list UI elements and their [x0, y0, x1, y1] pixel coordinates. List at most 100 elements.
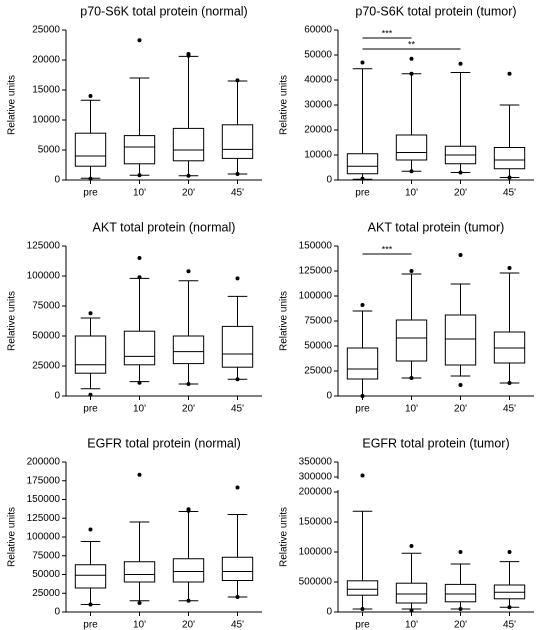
- box: [346, 580, 379, 596]
- x-tick-label: 20': [182, 620, 195, 630]
- outlier: [235, 595, 240, 599]
- outlier: [507, 605, 512, 610]
- outlier: [137, 380, 142, 385]
- y-tick-label: 75000: [32, 301, 60, 312]
- y-axis-label: Relative units: [279, 75, 290, 135]
- y-tick-label: 20000: [32, 55, 60, 66]
- outlier: [137, 173, 142, 178]
- x-tick-label: 45': [231, 404, 244, 415]
- y-tick-label: 0: [326, 175, 332, 186]
- y-tick-label: 25000: [32, 25, 60, 36]
- outlier: [409, 376, 414, 380]
- box: [123, 330, 156, 366]
- outlier: [137, 472, 142, 477]
- outlier: [360, 607, 365, 611]
- box: [395, 319, 428, 362]
- outlier: [137, 275, 142, 280]
- outlier: [186, 382, 191, 386]
- y-tick-label: 100000: [27, 532, 61, 543]
- outlier: [507, 381, 512, 385]
- x-tick-label: 20': [182, 188, 195, 199]
- panel-title: AKT total protein (tumor): [368, 220, 505, 234]
- x-tick-label: 45': [503, 188, 516, 199]
- outlier: [360, 473, 365, 478]
- x-tick-label: pre: [83, 188, 98, 199]
- outlier: [186, 53, 191, 58]
- outlier: [360, 303, 365, 307]
- y-tick-label: 150000: [299, 241, 333, 252]
- outlier: [88, 176, 93, 181]
- outlier: [235, 172, 240, 176]
- outlier: [88, 311, 93, 316]
- x-tick-label: 10': [405, 404, 418, 415]
- box: [221, 325, 254, 368]
- y-tick-label: 125000: [299, 266, 333, 277]
- y-tick-label: 175000: [27, 475, 61, 486]
- outlier: [458, 550, 463, 554]
- outlier: [458, 253, 463, 257]
- y-tick-label: 100000: [299, 547, 333, 558]
- outlier: [458, 170, 463, 175]
- x-tick-label: pre: [355, 188, 370, 199]
- outlier: [186, 508, 191, 513]
- x-tick-label: 45': [503, 620, 516, 630]
- outlier: [409, 608, 414, 613]
- outlier: [458, 61, 463, 66]
- box: [346, 347, 379, 380]
- x-tick-label: pre: [83, 404, 98, 415]
- significance-label: ***: [382, 28, 393, 38]
- y-tick-label: 40000: [304, 75, 332, 86]
- y-tick-label: 0: [326, 391, 332, 402]
- x-tick-label: 10': [405, 620, 418, 630]
- outlier: [88, 527, 93, 532]
- y-tick-label: 25000: [304, 366, 332, 377]
- y-tick-label: 0: [54, 175, 60, 186]
- y-axis-label: Relative units: [279, 507, 290, 567]
- y-tick-label: 0: [54, 607, 60, 618]
- significance-label: **: [408, 39, 416, 49]
- outlier: [409, 544, 414, 548]
- outlier: [235, 276, 240, 281]
- box: [346, 153, 379, 175]
- y-axis-label: Relative units: [7, 75, 18, 135]
- y-tick-label: 200000: [299, 487, 333, 498]
- box: [74, 132, 107, 167]
- box: [444, 583, 477, 603]
- panel-title: p70-S6K total protein (normal): [80, 4, 247, 18]
- y-tick-label: 50000: [32, 331, 60, 342]
- y-tick-label: 350000: [299, 457, 333, 468]
- outlier: [458, 607, 463, 611]
- y-tick-label: 75000: [304, 316, 332, 327]
- box: [172, 335, 205, 365]
- y-tick-label: 60000: [304, 25, 332, 36]
- y-tick-label: 125000: [27, 513, 61, 524]
- x-tick-label: 45': [503, 404, 516, 415]
- y-tick-label: 30000: [304, 100, 332, 111]
- outlier: [409, 269, 414, 273]
- outlier: [409, 56, 414, 61]
- y-tick-label: 10000: [32, 115, 60, 126]
- box: [74, 335, 107, 374]
- box: [395, 134, 428, 161]
- box: [221, 556, 254, 581]
- outlier: [137, 38, 142, 43]
- outlier: [137, 256, 142, 260]
- y-tick-label: 25000: [32, 361, 60, 372]
- outlier: [507, 550, 512, 554]
- box: [444, 314, 477, 366]
- y-tick-label: 200000: [27, 457, 61, 468]
- x-tick-label: 10': [133, 188, 146, 199]
- y-tick-label: 150000: [299, 517, 333, 528]
- outlier: [186, 269, 191, 274]
- outlier: [186, 173, 191, 178]
- y-tick-label: 100000: [299, 291, 333, 302]
- y-tick-label: 5000: [38, 145, 61, 156]
- y-tick-label: 50000: [304, 341, 332, 352]
- outlier: [186, 598, 191, 603]
- outlier: [235, 78, 240, 83]
- outlier: [88, 602, 93, 607]
- x-tick-label: 10': [133, 404, 146, 415]
- y-tick-label: 75000: [32, 550, 60, 561]
- outlier: [360, 60, 365, 65]
